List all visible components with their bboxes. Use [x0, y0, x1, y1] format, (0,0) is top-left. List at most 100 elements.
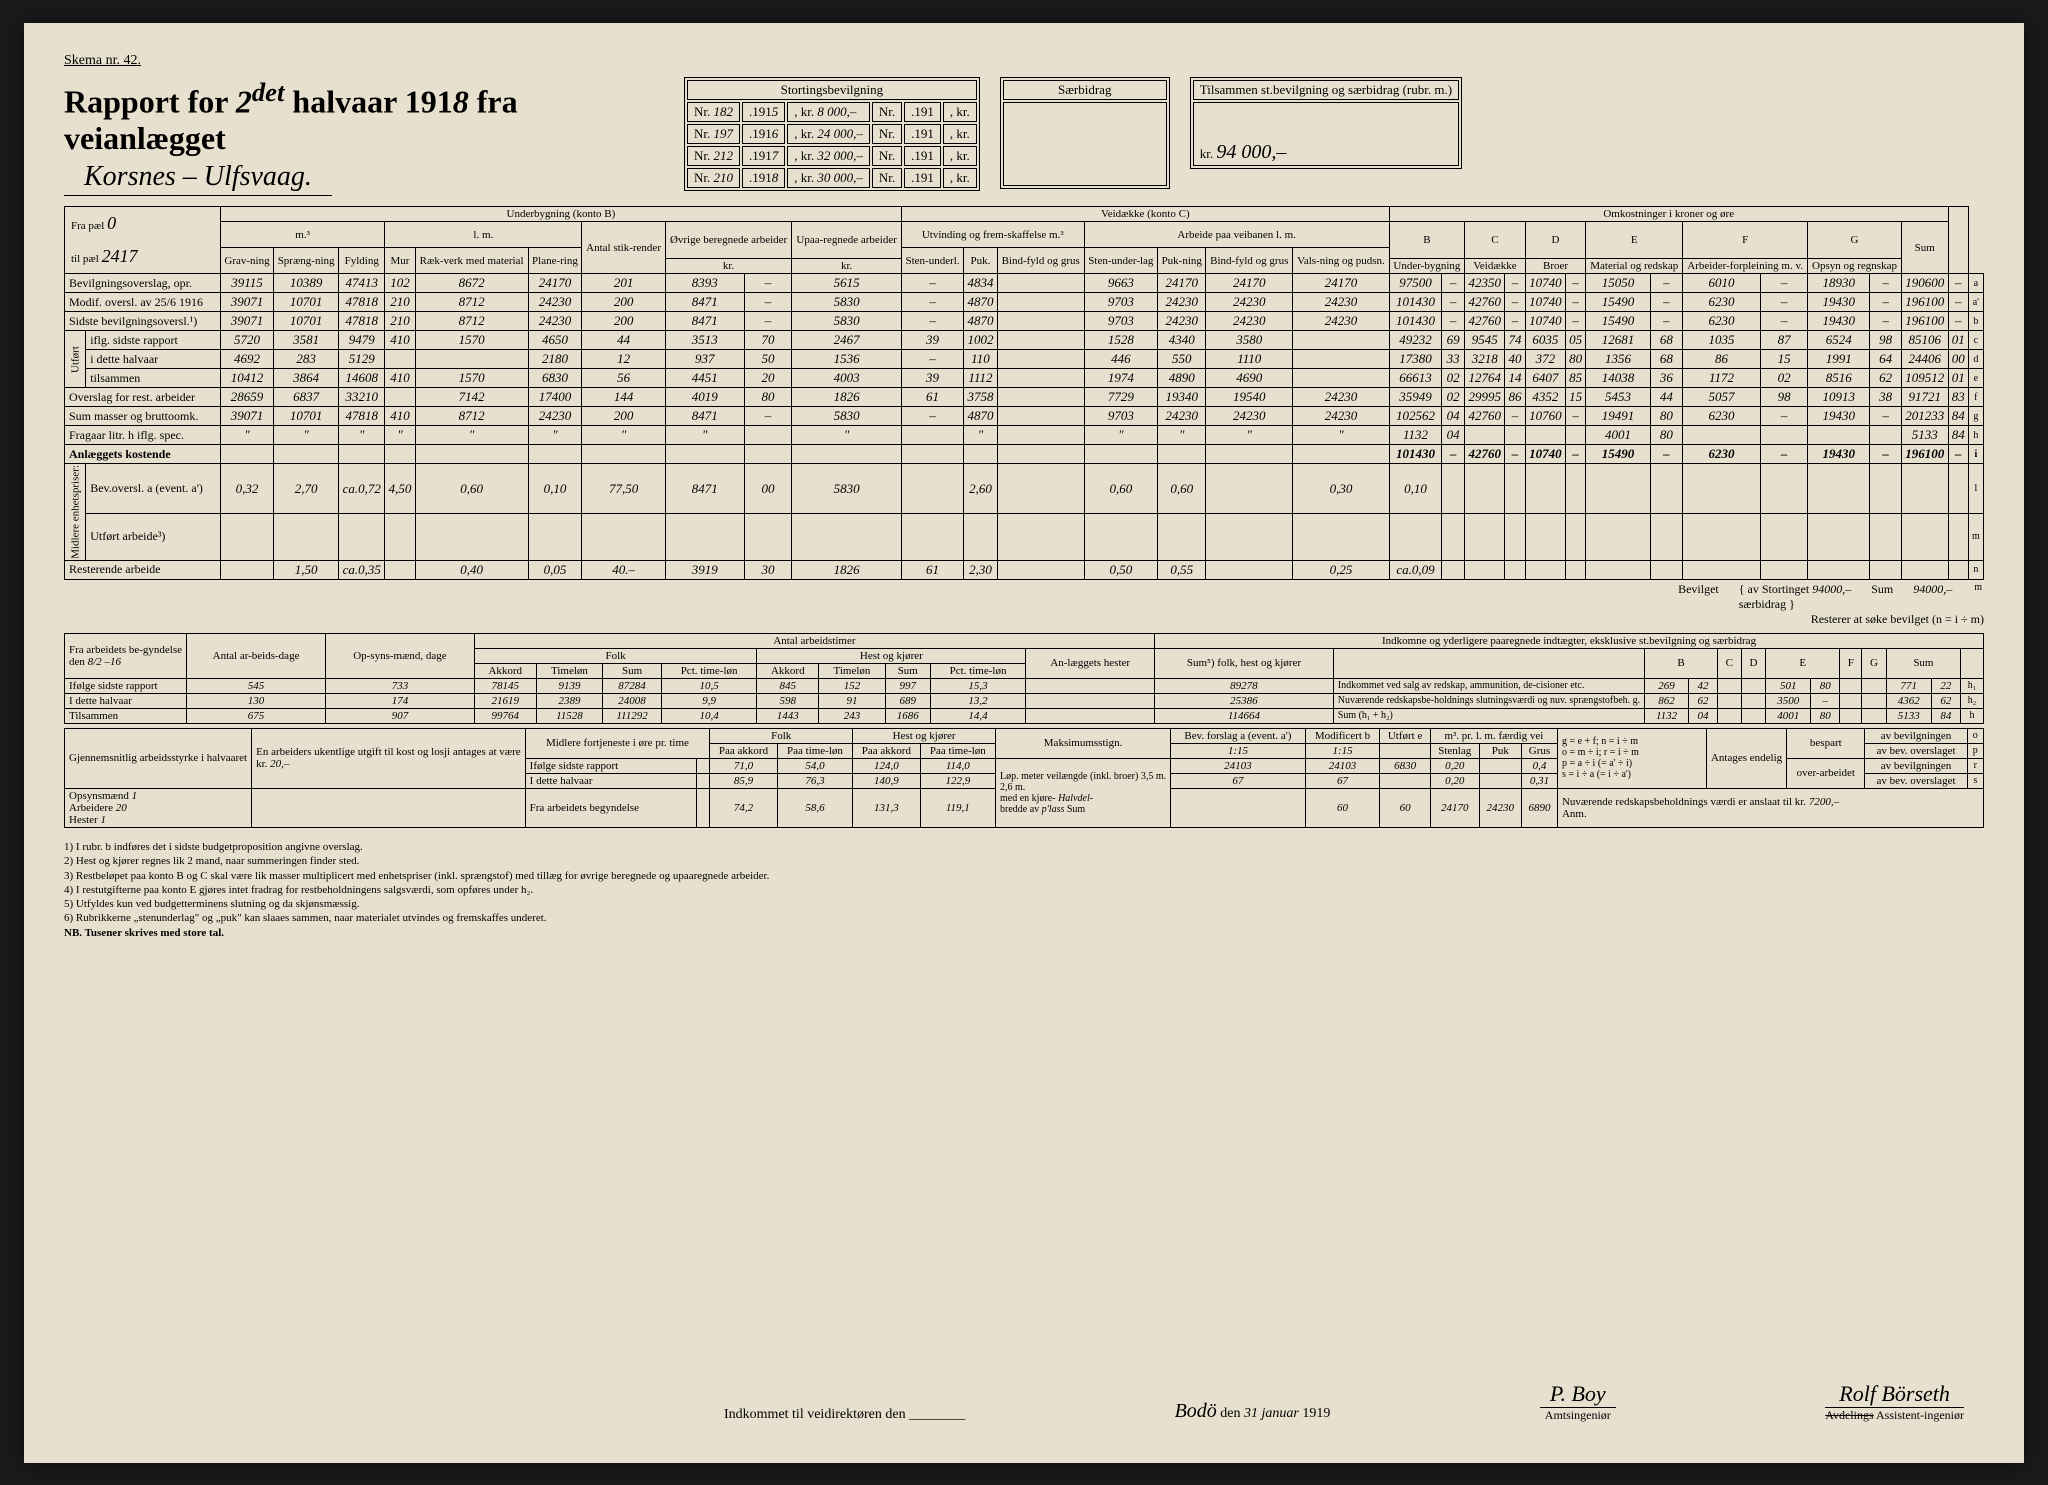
arb-cell: 91 — [819, 693, 886, 708]
arb-cell: 11528 — [536, 708, 603, 723]
schema-number: Skema nr. 42. — [64, 53, 1984, 69]
arb-cell: 2389 — [536, 693, 603, 708]
r4-2: 60 — [1380, 788, 1431, 827]
data-cell: 19430 — [1808, 312, 1870, 331]
data-cell — [274, 513, 339, 560]
veidaekke-header: Veidække (konto C) — [901, 207, 1389, 222]
data-cell: 410 — [385, 407, 415, 426]
arb-cell: 10,5 — [661, 678, 757, 693]
av-bev2: av bevilgningen — [1865, 758, 1967, 773]
data-cell: – — [1505, 274, 1525, 293]
arb-cell: 675 — [187, 708, 326, 723]
data-cell: – — [1870, 293, 1901, 312]
data-cell — [1948, 464, 1968, 514]
data-cell — [1870, 464, 1901, 514]
data-cell: 39115 — [220, 274, 273, 293]
data-cell — [1465, 513, 1505, 560]
arb-cell: 243 — [819, 708, 886, 723]
data-cell — [997, 331, 1084, 350]
data-cell: 86 — [1683, 350, 1761, 369]
data-cell — [1084, 513, 1158, 560]
data-cell: 17400 — [528, 388, 582, 407]
data-cell — [385, 350, 415, 369]
indk-E: 3500 — [1766, 693, 1811, 708]
data-cell — [901, 464, 963, 514]
data-cell: 4870 — [964, 407, 998, 426]
data-cell: 2,70 — [274, 464, 339, 514]
arb-cell: 10,4 — [661, 708, 757, 723]
data-cell: 201233 — [1901, 407, 1948, 426]
data-cell — [415, 350, 528, 369]
data-cell: 19340 — [1158, 388, 1206, 407]
data-cell: 42760 — [1465, 407, 1505, 426]
header-row: Rapport for 2det halvaar 1918 fra veianl… — [64, 77, 1984, 197]
row-letter: c — [1968, 331, 1983, 350]
data-cell: – — [744, 407, 792, 426]
col-gravning: Grav-ning — [220, 248, 273, 274]
r2-0: 24103 — [1171, 758, 1306, 773]
data-cell: – — [1948, 293, 1968, 312]
data-cell: 6230 — [1683, 293, 1761, 312]
av-bevo: av bev. overslaget — [1865, 743, 1967, 758]
over: over-arbeidet — [1787, 758, 1865, 788]
data-cell: 40 — [1505, 350, 1525, 369]
data-cell: 550 — [1158, 350, 1206, 369]
st-kr1: , kr. 32 000,– — [787, 146, 870, 166]
data-cell — [1760, 513, 1807, 560]
data-cell: 10913 — [1808, 388, 1870, 407]
bevilget-row: Bevilget { av Stortinget 94000,– særbidr… — [64, 582, 1984, 612]
data-cell: 6524 — [1808, 331, 1870, 350]
mr3-label: Fra arbeidets begyndelse — [525, 788, 697, 827]
col-D: D — [1525, 222, 1586, 259]
indk-Eore: 80 — [1811, 678, 1840, 693]
data-cell: 80 — [744, 388, 792, 407]
data-cell — [1293, 369, 1390, 388]
row-label: i dette halvaar — [86, 350, 221, 369]
data-cell — [1465, 560, 1505, 579]
formula-3: p = a ÷ i (= a' ÷ i) — [1562, 758, 1702, 769]
data-cell — [385, 388, 415, 407]
data-cell — [997, 388, 1084, 407]
data-cell — [1586, 560, 1650, 579]
data-cell: 85106 — [1901, 331, 1948, 350]
data-cell: 5830 — [792, 293, 902, 312]
med-en: med en kjøre- — [1000, 793, 1056, 804]
r1-2 — [1380, 743, 1431, 758]
data-cell: 1002 — [964, 331, 998, 350]
data-cell: 15490 — [1586, 312, 1650, 331]
stenlag: Stenlag — [1430, 743, 1479, 758]
data-cell — [415, 513, 528, 560]
letter-r: r — [1967, 758, 1983, 773]
indk-Sumore: 84 — [1931, 708, 1960, 723]
tilsammen-header: Tilsammen st.bevilgning og særbidrag (ru… — [1193, 80, 1459, 100]
data-cell: 5615 — [792, 274, 902, 293]
data-cell — [1442, 560, 1465, 579]
arb-cell: 24008 — [603, 693, 662, 708]
data-cell: 6230 — [1683, 312, 1761, 331]
data-cell: 101430 — [1389, 293, 1442, 312]
arbeidstimer-table: Fra arbeidets be-gyndelse den 8/2 –16 An… — [64, 633, 1984, 724]
data-cell: 283 — [274, 350, 339, 369]
col-opsyn: Opsyn og regnskap — [1808, 259, 1902, 274]
data-cell: 5453 — [1586, 388, 1650, 407]
c-antal-arb: Antal ar-beids-dage — [187, 633, 326, 678]
data-cell: 196100 — [1901, 293, 1948, 312]
data-cell: 1974 — [1084, 369, 1158, 388]
data-cell: 2180 — [528, 350, 582, 369]
mr2-1: 76,3 — [777, 773, 852, 788]
col-antal-stik: Antal stik-render — [582, 222, 665, 274]
bev-forslag: Bev. forslag a (event. a') — [1171, 728, 1306, 743]
m3pr: m³. pr. l. m. færdig vei — [1430, 728, 1557, 743]
rS-0: 24170 — [1430, 788, 1479, 827]
mr1-0: 71,0 — [710, 758, 778, 773]
data-cell: 00 — [744, 464, 792, 514]
data-cell — [220, 513, 273, 560]
data-cell: " — [220, 426, 273, 445]
nuv: Nuværende redskapsbeholdnings værdi er a… — [1562, 796, 1806, 808]
data-cell: 5057 — [1683, 388, 1761, 407]
data-cell: 1112 — [964, 369, 998, 388]
data-cell: – — [901, 350, 963, 369]
data-cell: 74 — [1505, 331, 1525, 350]
col-arbeider: Arbeider-forpleining m. v. — [1683, 259, 1808, 274]
fn3: 3) Restbeløpet paa konto B og C skal vær… — [64, 869, 1984, 883]
